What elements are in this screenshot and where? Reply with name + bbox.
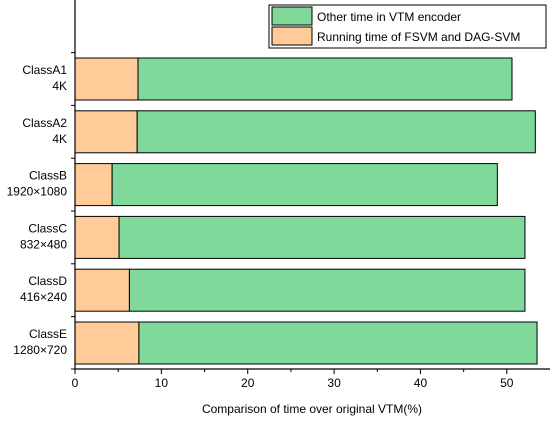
y-axis: ClassA1 4K ClassA2 4K ClassB 1920×1080 ClassC 8… [7,0,76,370]
bar-other-vtm-classb [111,163,498,207]
x-axis-title: Comparison of time over original VTM(%) [202,402,422,416]
category-sublabel-classe: 1280×720 [13,343,67,357]
category-sublabel-classa1: 4K [52,79,67,93]
bar-other-vtm-classc [118,215,526,259]
category-label-classd: ClassD [28,274,67,288]
bar-fsvm-dagsvm-classe [74,321,140,365]
bars-group [74,57,538,365]
category-sublabel-classd: 416×240 [20,290,67,304]
x-tick-label-0: 0 [72,376,79,390]
legend: Other time in VTM encoder Running time of… [268,4,547,49]
bar-other-vtm-classa2 [136,110,536,154]
legend-box [268,4,547,49]
x-tick-label-20: 20 [241,376,255,390]
category-label-classb: ClassB [29,169,67,183]
bar-fsvm-dagsvm-classa2 [74,110,138,154]
bar-fsvm-dagsvm-classa1 [74,57,139,101]
bar-other-vtm-classe [138,321,538,365]
bar-fsvm-dagsvm-classc [74,215,120,259]
legend-swatch-other-vtm [271,6,313,26]
category-label-classe: ClassE [29,327,67,341]
x-tick-label-50: 50 [500,376,514,390]
category-sublabel-classb: 1920×1080 [7,185,68,199]
category-sublabel-classa2: 4K [52,132,67,146]
bar-other-vtm-classd [128,268,526,312]
bar-fsvm-dagsvm-classb [74,163,113,207]
category-label-classc: ClassC [28,221,67,235]
legend-label-other-vtm: Other time in VTM encoder [317,10,461,24]
legend-label-fsvm-dagsvm: Running time of FSVM and DAG-SVM [317,30,520,44]
x-axis: 0 10 20 30 40 50 [72,368,550,390]
x-tick-label-10: 10 [155,376,169,390]
bar-fsvm-dagsvm-classd [74,268,130,312]
bar-other-vtm-classa1 [137,57,513,101]
x-tick-label-40: 40 [414,376,428,390]
category-sublabel-classc: 832×480 [20,237,67,251]
category-label-classa1: ClassA1 [22,63,67,77]
category-label-classa2: ClassA2 [22,116,67,130]
x-tick-label-30: 30 [327,376,341,390]
legend-swatch-fsvm-dagsvm [271,26,313,46]
